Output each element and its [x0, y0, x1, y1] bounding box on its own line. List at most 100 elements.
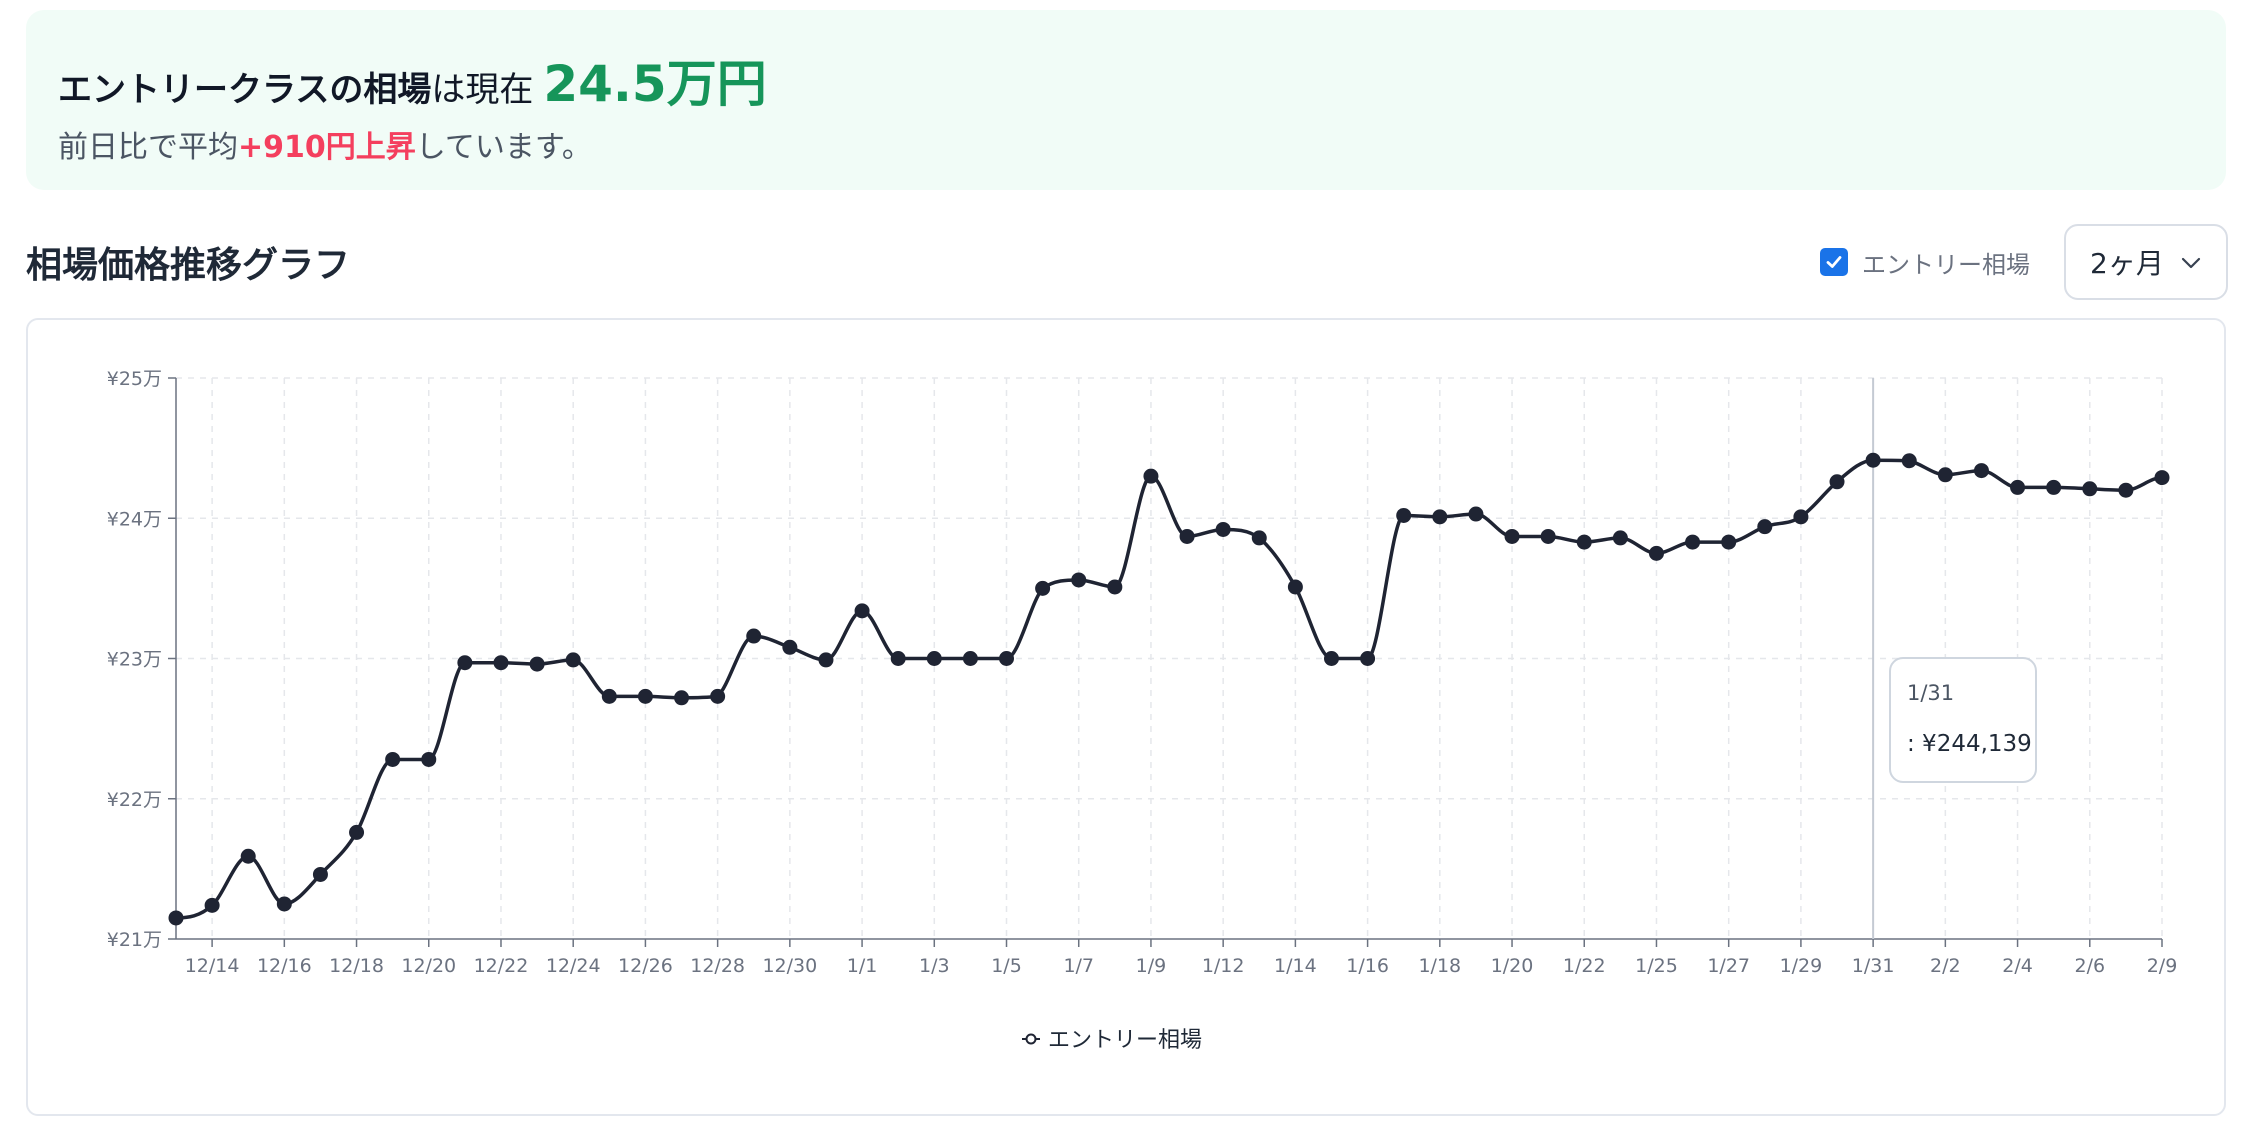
check-icon [1826, 256, 1842, 268]
x-tick-label: 1/27 [1707, 955, 1750, 977]
data-point [1721, 534, 1737, 550]
period-selected-value: 2ヶ月 [2090, 247, 2164, 280]
data-point [1865, 452, 1881, 468]
x-tick-label: 1/22 [1563, 955, 1606, 977]
summary-headline: エントリークラスの相場 は現在 24.5万円 [58, 44, 767, 114]
y-tick-label: ¥22万 [107, 789, 162, 811]
data-point [385, 751, 401, 767]
data-point [529, 656, 545, 672]
data-point [1576, 534, 1592, 550]
x-tick-label: 1/25 [1635, 955, 1678, 977]
x-tick-label: 1/5 [991, 955, 1022, 977]
data-point [2010, 479, 2026, 495]
x-tick-label: 12/20 [401, 955, 456, 977]
data-point [1540, 528, 1556, 544]
data-point [890, 651, 906, 666]
data-point [240, 848, 256, 864]
x-tick-label: 1/14 [1274, 955, 1317, 977]
series-line-entry [175, 458, 2163, 920]
y-tick-label: ¥21万 [107, 929, 162, 951]
legend-point-marker [1025, 1033, 1037, 1045]
x-tick-label: 1/31 [1852, 955, 1895, 977]
x-tick-label: 2/2 [1930, 955, 1961, 977]
x-tick-label: 1/20 [1491, 955, 1534, 977]
x-tick-label: 1/18 [1418, 955, 1461, 977]
data-point [1937, 467, 1953, 483]
x-tick-label: 12/14 [185, 955, 240, 977]
chevron-down-icon [2181, 257, 2201, 269]
data-point [637, 688, 653, 704]
data-point [1504, 528, 1520, 544]
x-tick-label: 1/12 [1202, 955, 1245, 977]
x-tick-label: 2/6 [2074, 955, 2105, 977]
data-point [746, 628, 762, 644]
data-point [421, 751, 437, 767]
data-point [1793, 509, 1809, 525]
legend-checkbox[interactable] [1820, 248, 1848, 276]
data-point [1323, 651, 1339, 666]
data-point [312, 866, 328, 882]
data-point [565, 652, 581, 668]
data-point [1685, 534, 1701, 550]
x-tick-label: 2/9 [2147, 955, 2178, 977]
data-point [1179, 528, 1195, 544]
data-point [493, 655, 509, 671]
x-tick-label: 2/4 [2002, 955, 2033, 977]
x-tick-label: 12/18 [329, 955, 384, 977]
data-point [854, 603, 870, 619]
change-prefix: 前日比で平均 [58, 130, 238, 165]
data-point [1287, 579, 1303, 595]
data-point [962, 651, 978, 666]
data-point [1468, 506, 1484, 522]
change-suffix: しています。 [415, 130, 592, 165]
legend-toggle-entry[interactable]: エントリー相場 [1820, 246, 2030, 279]
x-tick-label: 12/22 [474, 955, 529, 977]
current-price: 24.5万円 [543, 55, 767, 113]
data-point [457, 655, 473, 671]
data-point [601, 688, 617, 704]
x-tick-label: 12/26 [618, 955, 673, 977]
data-point [2154, 470, 2170, 486]
chart-tooltip: 1/31 : ¥244,139 [1889, 657, 2037, 783]
change-value: +910円上昇 [238, 130, 416, 165]
x-tick-label: 1/7 [1063, 955, 1094, 977]
data-point [2046, 479, 2062, 495]
data-point [1215, 521, 1231, 537]
data-point [1251, 530, 1267, 546]
chart-card: ¥21万 ¥22万 ¥23万 ¥24万 ¥25万 12/14 12/16 12/18 12/20… [26, 318, 2226, 1116]
period-select[interactable]: 2ヶ月 [2064, 224, 2228, 300]
legend-toggle-label: エントリー相場 [1862, 250, 2030, 279]
data-point [1901, 453, 1917, 469]
class-label: エントリークラスの相場 [58, 70, 432, 110]
data-point [1143, 468, 1159, 484]
data-point [999, 651, 1015, 666]
price-line-chart[interactable]: ¥21万 ¥22万 ¥23万 ¥24万 ¥25万 12/14 12/16 12/18 12/20… [28, 320, 2224, 1114]
x-tick-label: 1/9 [1136, 955, 1167, 977]
data-point [1757, 519, 1773, 535]
tooltip-value: : ¥244,139 [1907, 731, 2032, 757]
x-tick-label: 1/29 [1780, 955, 1823, 977]
data-point [1612, 530, 1628, 546]
summary-mid-text: は現在 [431, 70, 534, 110]
data-point [1973, 463, 1989, 479]
x-tick-label: 12/30 [762, 955, 817, 977]
x-tick-label: 1/3 [919, 955, 950, 977]
x-tick-label: 1/16 [1346, 955, 1389, 977]
data-point [1432, 509, 1448, 525]
y-tick-label: ¥25万 [107, 368, 162, 390]
y-tick-label: ¥23万 [107, 649, 162, 671]
chart-section-title: 相場価格推移グラフ [26, 245, 351, 286]
data-point [1396, 507, 1412, 523]
legend-label: エントリー相場 [1048, 1028, 1202, 1053]
x-tick-label: 1/1 [847, 955, 878, 977]
data-point [1360, 651, 1376, 666]
summary-change-line: 前日比で平均+910円上昇しています。 [58, 122, 592, 166]
x-tick-label: 12/24 [546, 955, 601, 977]
data-point [204, 897, 220, 913]
data-point [710, 688, 726, 704]
data-point [2082, 481, 2098, 497]
x-tick-label: 12/16 [257, 955, 312, 977]
data-point [276, 896, 292, 912]
data-point [2118, 482, 2134, 498]
